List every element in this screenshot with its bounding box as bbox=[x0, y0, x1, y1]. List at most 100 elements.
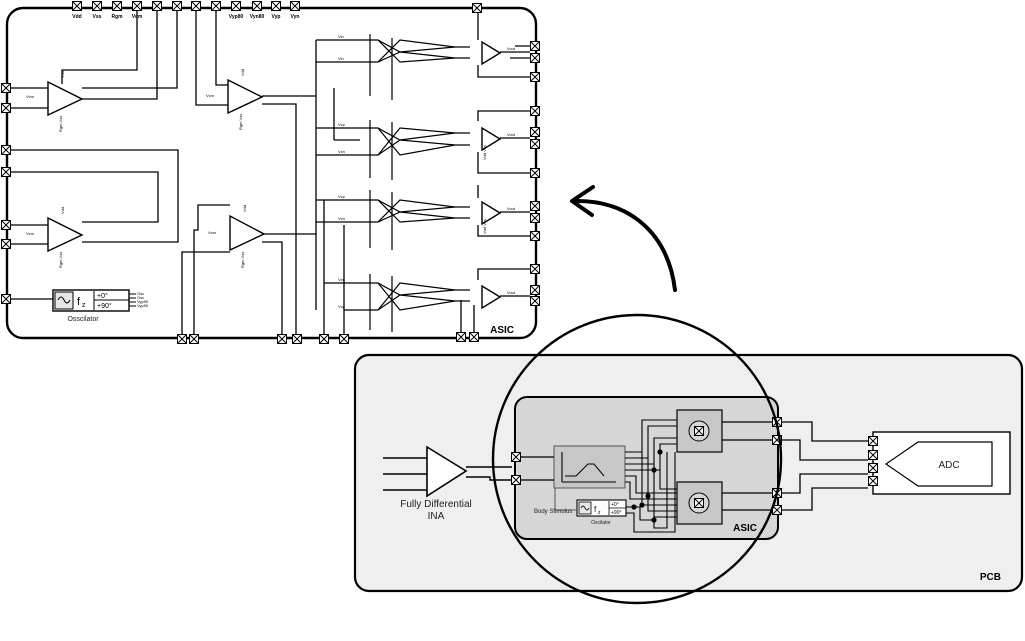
amplifiers bbox=[47, 78, 266, 253]
amp-in-label: Vcm bbox=[26, 94, 35, 99]
asic-detail-wiring bbox=[11, 11, 530, 334]
buffer-1 bbox=[481, 40, 502, 66]
magnifier-circle bbox=[491, 313, 783, 605]
pad bbox=[530, 285, 540, 295]
amplifier-3 bbox=[227, 78, 264, 115]
multiplier-2 bbox=[676, 481, 723, 525]
mixer-block-2 bbox=[360, 120, 456, 180]
pad bbox=[1, 103, 11, 113]
pad bbox=[530, 127, 540, 137]
amp-in-label: Vcm bbox=[26, 231, 35, 236]
pcb-phase-0-label: +0° bbox=[611, 502, 619, 508]
buffer-2 bbox=[481, 126, 502, 152]
filter-block bbox=[553, 445, 626, 489]
sine-wave-icon bbox=[580, 505, 590, 511]
ina-label-line2: INA bbox=[428, 511, 445, 522]
ina-block: Fully Differential INA bbox=[383, 445, 512, 522]
pad-vyp bbox=[271, 1, 281, 11]
buffer-out-label: Vout bbox=[507, 206, 516, 211]
oscillator-freq-symbol: f bbox=[77, 296, 81, 308]
pad-rgm bbox=[112, 1, 122, 11]
osc-output-label: Osc bbox=[137, 291, 144, 296]
buffer-out-label: Vout bbox=[507, 46, 516, 51]
pin-label-vss: Vss bbox=[93, 14, 102, 20]
mixer-cells bbox=[360, 34, 456, 332]
phase-0-label: +0° bbox=[97, 292, 108, 300]
filter-axes-icon bbox=[561, 452, 616, 483]
osc-output-label: Vyp90 bbox=[137, 303, 149, 308]
phase-90-label: +90° bbox=[97, 302, 112, 310]
pcb-label: PCB bbox=[980, 572, 1001, 583]
pad bbox=[530, 296, 540, 306]
buffer-3 bbox=[481, 200, 502, 226]
amp-bottom-label: Rgm Vss bbox=[240, 252, 245, 268]
bandpass-icon bbox=[565, 463, 605, 477]
pad bbox=[511, 475, 521, 485]
pcb-osc-freq-symbol: f bbox=[594, 505, 597, 514]
pin-label-vyn: Vyn bbox=[291, 14, 300, 20]
oscillator-block: f z +0° +90° Osc Osc Vyp90 Vyp90 Osscila… bbox=[11, 289, 149, 323]
osc-output-label: Osc bbox=[137, 295, 144, 300]
pad bbox=[211, 1, 221, 11]
pad bbox=[319, 334, 329, 344]
pcb-panel: PCB Fully Differential INA ASIC bbox=[353, 353, 1024, 593]
pad-vyn bbox=[290, 1, 300, 11]
mixer-block-4 bbox=[360, 274, 456, 332]
pad bbox=[152, 1, 162, 11]
amp-in-label: Vcm bbox=[206, 93, 215, 98]
asic-detail-title: ASIC bbox=[490, 325, 514, 336]
pin-label-vyp: Vyp bbox=[272, 14, 281, 20]
pad bbox=[530, 72, 540, 82]
mixer-in-label: Vxn bbox=[338, 277, 345, 282]
amplifier-2 bbox=[47, 216, 84, 253]
pad bbox=[469, 332, 479, 342]
mixer-block-3 bbox=[360, 190, 456, 250]
buffer-side-label: Vdd Vss bbox=[482, 219, 487, 234]
pad bbox=[530, 264, 540, 274]
pad bbox=[277, 334, 287, 344]
pin-label-vdd: Vdd bbox=[72, 14, 81, 20]
amp-top-label: Vdd bbox=[60, 207, 65, 214]
mixer-in-label: Vxn bbox=[338, 216, 345, 221]
osc-output-label: Vyp90 bbox=[137, 299, 149, 304]
ina-label-line1: Fully Differential bbox=[400, 499, 472, 510]
pad bbox=[456, 332, 466, 342]
pad bbox=[339, 334, 349, 344]
pad-vyn80 bbox=[252, 1, 262, 11]
pad bbox=[868, 436, 878, 446]
sine-wave-icon bbox=[57, 296, 71, 304]
amp-bottom-label: Rgm Vss bbox=[58, 116, 63, 132]
pad bbox=[511, 452, 521, 462]
pad bbox=[191, 1, 201, 11]
ina-amplifier bbox=[426, 445, 468, 498]
pcb-asic: ASIC bbox=[511, 396, 782, 540]
pad bbox=[530, 53, 540, 63]
pad bbox=[1, 167, 11, 177]
pad bbox=[530, 106, 540, 116]
pad bbox=[530, 201, 540, 211]
mixer-block-1 bbox=[360, 34, 456, 100]
buffer-labels: Vout Vout Vout Vout Vdd Vss Vdd Vss bbox=[482, 46, 516, 295]
pad-vyp80 bbox=[231, 1, 241, 11]
amplifier-4 bbox=[229, 214, 266, 252]
pad bbox=[1, 294, 11, 304]
adc-block: ADC bbox=[868, 431, 1011, 495]
pad bbox=[472, 3, 482, 13]
asic-label: ASIC bbox=[733, 523, 757, 534]
right-pads bbox=[530, 41, 540, 306]
amp-bottom-label: Rgm Vss bbox=[58, 252, 63, 268]
pin-label-vyn80: Vyn80 bbox=[250, 14, 265, 20]
pad bbox=[1, 145, 11, 155]
oscillator-label: Osscilator bbox=[67, 316, 99, 323]
mixer-in-label: Vxp bbox=[338, 304, 346, 309]
pad bbox=[530, 41, 540, 51]
pin-label-vyp80: Vyp80 bbox=[229, 14, 244, 20]
pad bbox=[530, 213, 540, 223]
pcb-oscillator-label: Oscilator bbox=[591, 520, 611, 526]
pad bbox=[1, 220, 11, 230]
mixer-in-label: Vxp bbox=[338, 194, 346, 199]
pad bbox=[189, 334, 199, 344]
pad bbox=[530, 139, 540, 149]
